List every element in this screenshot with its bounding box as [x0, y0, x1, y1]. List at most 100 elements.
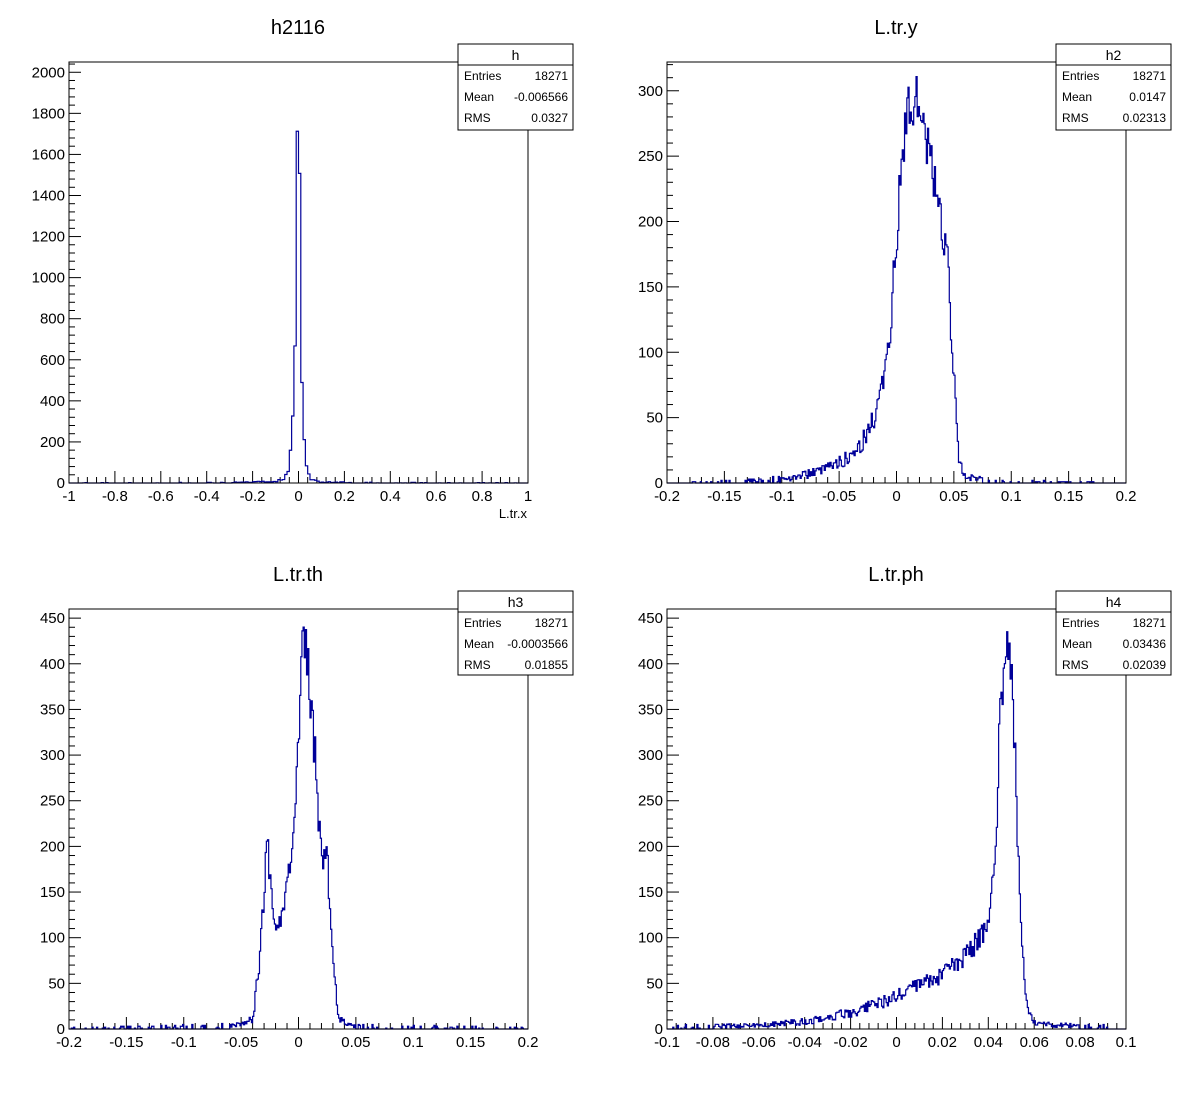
chart-title: h2116: [271, 17, 325, 39]
y-tick-label: 400: [638, 656, 663, 673]
x-tick-label: 0.08: [1065, 1034, 1094, 1051]
y-tick-label: 50: [646, 410, 663, 427]
y-tick-label: 50: [646, 975, 663, 992]
stats-mean-label: Mean: [1062, 90, 1092, 104]
x-tick-label: 0.05: [341, 1034, 370, 1051]
stats-mean-value: -0.006566: [514, 90, 568, 104]
stats-rms-value: 0.02313: [1123, 111, 1167, 125]
stats-mean-value: -0.0003566: [507, 637, 568, 651]
stats-entries-label: Entries: [1062, 69, 1099, 83]
stats-mean-label: Mean: [464, 637, 494, 651]
stats-entries-value: 18271: [535, 616, 569, 630]
x-tick-label: 0.6: [426, 488, 447, 505]
y-tick-labels: 0 200 400 600 800 1000 1200 1400 1600 1800 2000: [32, 64, 65, 492]
x-tick-label: 0: [294, 488, 302, 505]
stats-rms-label: RMS: [1062, 111, 1089, 125]
stats-entries-value: 18271: [1133, 69, 1167, 83]
stats-mean-value: 0.0147: [1129, 90, 1166, 104]
x-tick-label: -0.05: [224, 1034, 258, 1051]
stats-rms-value: 0.02039: [1123, 658, 1167, 672]
histogram-line: [69, 626, 528, 1030]
stats-box-frame: [1055, 43, 1172, 131]
x-tick-label: 0.15: [456, 1034, 485, 1051]
x-tick-label: -0.15: [707, 488, 741, 505]
stats-box: h2 Entries 18271 Mean 0.0147 RMS 0.02313: [1055, 43, 1172, 131]
stats-rms-label: RMS: [1062, 658, 1089, 672]
histogram-line: [667, 75, 1126, 484]
x-tick-label: 0.02: [928, 1034, 957, 1051]
y-tick-label: 200: [638, 214, 663, 231]
y-tick-label: 0: [655, 475, 663, 492]
x-tick-label: -0.2: [56, 1034, 82, 1051]
x-tick-label: 0.1: [403, 1034, 424, 1051]
x-tick-label: 0.1: [1116, 1034, 1137, 1051]
plot-frame: [68, 61, 529, 484]
pad-L.tr.th: L.tr.th 0 50 100 150 200 250 300 350 400 450 -0.2…: [40, 564, 574, 1051]
plot-frame: [68, 608, 529, 1030]
x-tick-label: -0.1: [171, 1034, 197, 1051]
histogram-line: [667, 631, 1126, 1030]
y-tick-label: 2000: [32, 64, 65, 81]
y-tick-labels: 0 50 100 150 200 250 300 350 400 450: [638, 610, 663, 1038]
stats-name: h3: [508, 594, 524, 610]
y-tick-label: 100: [40, 930, 65, 947]
y-tick-label: 400: [40, 393, 65, 410]
x-tick-label: -0.2: [654, 488, 680, 505]
y-tick-label: 150: [638, 279, 663, 296]
stats-entries-label: Entries: [1062, 616, 1099, 630]
x-tick-label: -0.05: [822, 488, 856, 505]
chart-title: L.tr.ph: [868, 564, 924, 586]
y-tick-label: 1200: [32, 229, 65, 246]
plot-frame: [666, 61, 1127, 484]
stats-entries-value: 18271: [535, 69, 569, 83]
stats-rms-label: RMS: [464, 658, 491, 672]
y-tick-label: 1800: [32, 105, 65, 122]
x-tick-label: -0.8: [102, 488, 128, 505]
y-tick-label: 50: [48, 975, 65, 992]
x-axis-label: L.tr.x: [499, 506, 528, 521]
y-tick-label: 1000: [32, 270, 65, 287]
x-tick-label: 0.06: [1020, 1034, 1049, 1051]
x-tick-label: 0.15: [1054, 488, 1083, 505]
stats-rms-value: 0.01855: [525, 658, 569, 672]
stats-name: h4: [1106, 594, 1122, 610]
x-tick-label: 0.1: [1001, 488, 1022, 505]
y-tick-label: 0: [57, 1021, 65, 1038]
x-tick-label: -1: [62, 488, 75, 505]
stats-name: h2: [1106, 47, 1122, 63]
plot-frame: [666, 608, 1127, 1030]
y-tick-label: 800: [40, 311, 65, 328]
stats-box: h3 Entries 18271 Mean -0.0003566 RMS 0.0…: [457, 590, 574, 676]
y-tick-label: 200: [638, 838, 663, 855]
stats-name: h: [512, 47, 520, 63]
stats-mean-value: 0.03436: [1123, 637, 1167, 651]
y-tick-label: 300: [638, 83, 663, 100]
y-tick-label: 1400: [32, 187, 65, 204]
chart-title: L.tr.th: [273, 564, 323, 586]
x-tick-label: -0.1: [769, 488, 795, 505]
x-tick-labels: -1 -0.8 -0.6 -0.4 -0.2 0 0.2 0.4 0.6 0.8 1: [62, 488, 532, 505]
pad-h2116: h2116 0 200 400 600 800 1000 1200 1400 1600 1800 2…: [32, 17, 574, 521]
x-tick-label: 0.04: [974, 1034, 1003, 1051]
stats-box-frame: [457, 43, 574, 131]
y-tick-label: 600: [40, 352, 65, 369]
x-tick-label: 0.2: [1116, 488, 1137, 505]
x-tick-label: -0.15: [109, 1034, 143, 1051]
x-tick-label: -0.1: [654, 1034, 680, 1051]
x-tick-labels: -0.2 -0.15 -0.1 -0.05 0 0.05 0.1 0.15 0.2: [654, 488, 1136, 505]
y-tick-label: 250: [638, 148, 663, 165]
stats-rms-value: 0.0327: [531, 111, 568, 125]
chart-title: L.tr.y: [874, 17, 917, 39]
stats-entries-label: Entries: [464, 69, 501, 83]
y-tick-label: 250: [40, 793, 65, 810]
y-tick-label: 200: [40, 434, 65, 451]
x-tick-label: 0.05: [939, 488, 968, 505]
stats-box-frame: [1055, 590, 1172, 676]
x-tick-label: 0: [892, 488, 900, 505]
stats-box: h Entries 18271 Mean -0.006566 RMS 0.032…: [457, 43, 574, 131]
y-tick-label: 450: [638, 610, 663, 627]
y-tick-label: 200: [40, 838, 65, 855]
x-tick-label: -0.06: [742, 1034, 776, 1051]
